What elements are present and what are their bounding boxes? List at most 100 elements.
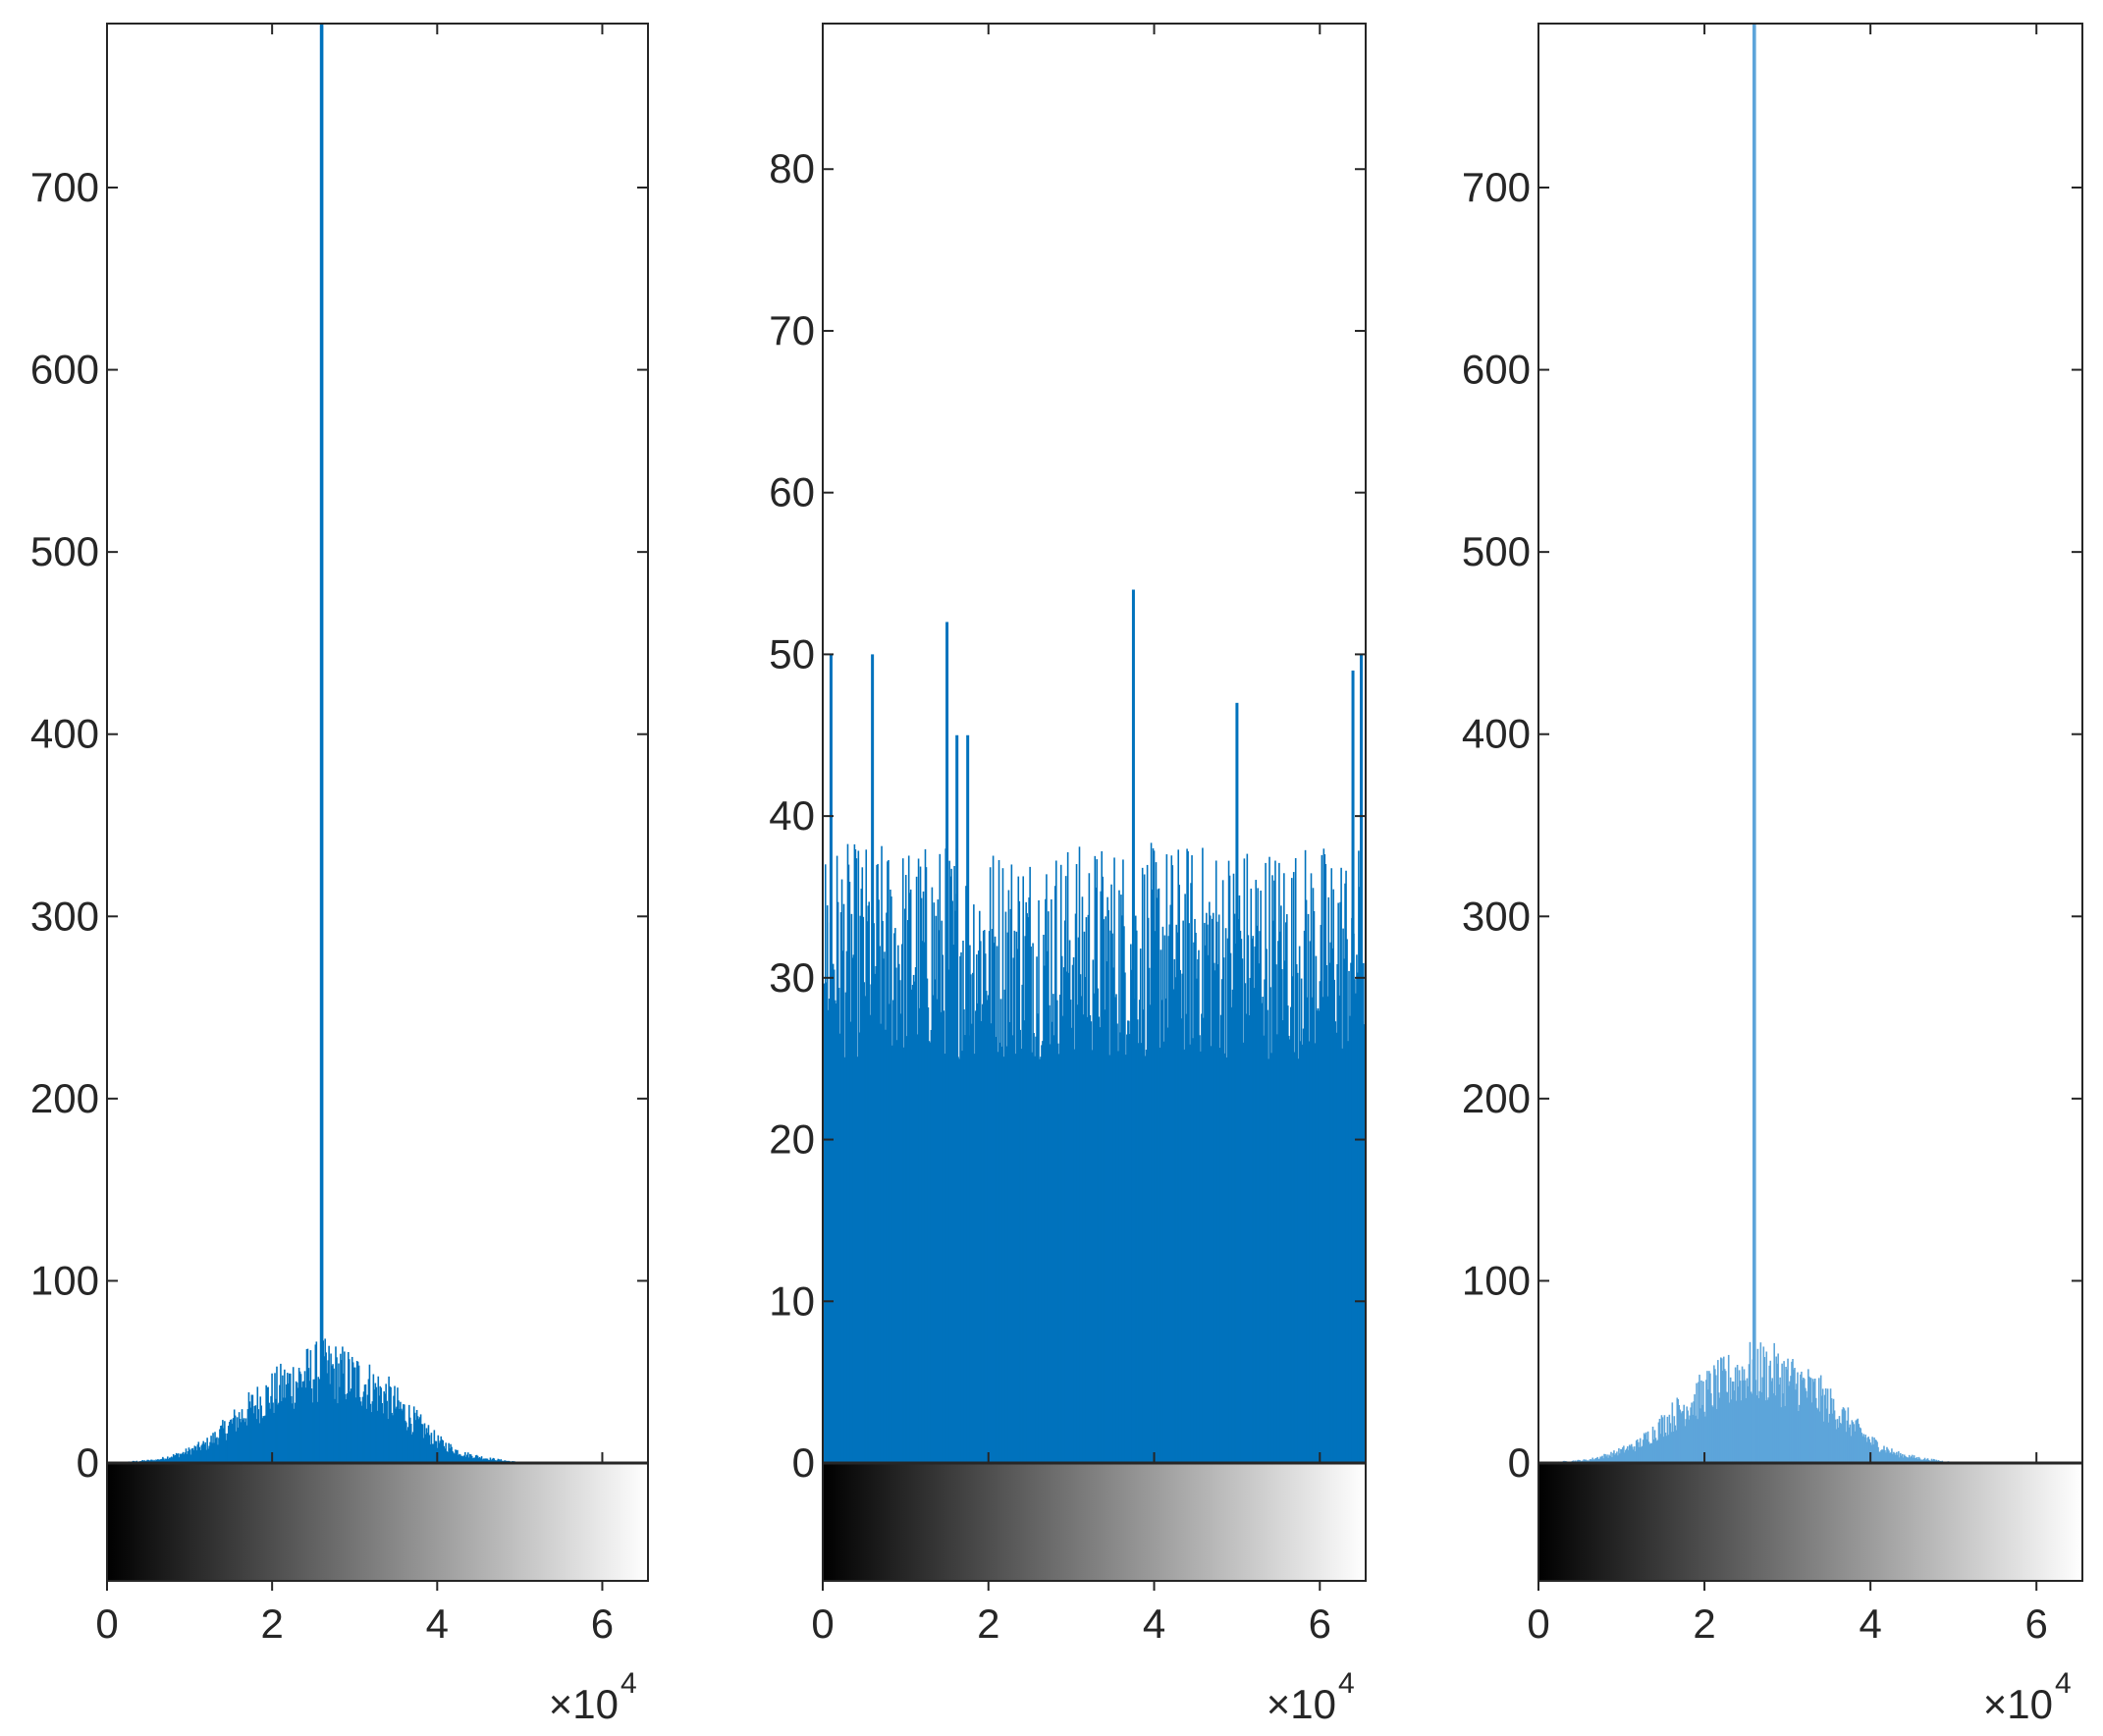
histogram-bar bbox=[458, 1454, 459, 1463]
histogram-bar bbox=[1121, 915, 1123, 1463]
histogram-bar bbox=[1297, 1058, 1300, 1463]
histogram-bar bbox=[195, 1450, 198, 1463]
histogram-bar bbox=[226, 1439, 228, 1463]
histogram-bar bbox=[356, 1361, 359, 1463]
histogram-bar bbox=[1057, 1054, 1060, 1463]
histogram-bar bbox=[432, 1443, 435, 1463]
histogram-bar bbox=[1739, 1381, 1742, 1463]
histogram-bar bbox=[1203, 1017, 1205, 1463]
histogram-bar bbox=[1009, 908, 1012, 1463]
histogram-bar bbox=[1233, 913, 1236, 1463]
histogram-bar bbox=[1649, 1442, 1652, 1463]
histogram-bar bbox=[394, 1385, 396, 1463]
histogram-bar bbox=[1001, 868, 1004, 1463]
histogram-bar bbox=[1183, 1049, 1185, 1463]
histogram-bar bbox=[200, 1445, 203, 1463]
histogram-bar bbox=[1219, 1014, 1222, 1463]
histogram-bar bbox=[1789, 1381, 1791, 1463]
histogram-bar bbox=[433, 1430, 436, 1463]
histogram-bar bbox=[1006, 932, 1009, 1463]
histogram-bar bbox=[857, 850, 860, 1463]
histogram-bar bbox=[888, 859, 890, 1463]
histogram-bar bbox=[1258, 963, 1260, 1463]
histogram-bar bbox=[1875, 1439, 1877, 1463]
histogram-bar bbox=[426, 1433, 429, 1463]
histogram-bar bbox=[163, 1458, 165, 1463]
histogram-bar bbox=[350, 1356, 353, 1463]
histogram-bar bbox=[1788, 1385, 1790, 1463]
histogram-bar bbox=[1735, 1400, 1738, 1463]
histogram-bar bbox=[1890, 1452, 1892, 1463]
histogram-bar bbox=[258, 1423, 261, 1463]
histogram-bar bbox=[1600, 1456, 1602, 1463]
histogram-bar bbox=[919, 866, 922, 1463]
histogram-bar bbox=[1194, 918, 1196, 1463]
histogram-bar bbox=[1755, 1395, 1758, 1463]
histogram-bar bbox=[1879, 1451, 1881, 1463]
histogram-bar bbox=[959, 955, 961, 1463]
histogram-bar bbox=[1161, 926, 1164, 1463]
histogram-bar bbox=[423, 1423, 426, 1463]
histogram-spike bbox=[1359, 654, 1363, 1463]
histogram-bar bbox=[1119, 1032, 1121, 1463]
histogram-bar bbox=[1599, 1456, 1601, 1463]
histogram-bar bbox=[1165, 854, 1168, 1463]
histogram-bar bbox=[385, 1383, 387, 1463]
histogram-bar bbox=[1894, 1452, 1896, 1463]
histogram-bar bbox=[230, 1419, 233, 1463]
histogram-bar bbox=[1167, 936, 1170, 1463]
histogram-bar bbox=[1058, 995, 1061, 1463]
histogram-bar bbox=[1102, 876, 1104, 1463]
histogram-bar bbox=[1686, 1406, 1688, 1463]
histogram-bar bbox=[189, 1449, 191, 1463]
histogram-bar bbox=[1190, 883, 1192, 1463]
histogram-bar bbox=[1724, 1371, 1727, 1463]
histogram-bar bbox=[280, 1363, 282, 1463]
histogram-bar bbox=[1261, 1003, 1263, 1463]
histogram-bar bbox=[1131, 969, 1133, 1463]
grayscale-colorbar bbox=[1537, 1462, 2083, 1582]
histogram-bar bbox=[248, 1401, 251, 1463]
histogram-bar bbox=[1325, 964, 1328, 1463]
histogram-bar bbox=[1768, 1365, 1771, 1463]
histogram-bar bbox=[1632, 1449, 1635, 1463]
histogram-bar bbox=[1226, 938, 1229, 1463]
histogram-bar bbox=[1130, 944, 1132, 1463]
histogram-bar bbox=[1024, 936, 1026, 1463]
histogram-bar bbox=[986, 1000, 989, 1463]
histogram-bar bbox=[963, 1008, 965, 1463]
histogram-bar bbox=[1318, 1010, 1321, 1463]
histogram-bar bbox=[147, 1459, 149, 1463]
histogram-bar bbox=[836, 901, 839, 1463]
histogram-bar bbox=[1346, 939, 1348, 1463]
histogram-bar bbox=[211, 1442, 213, 1463]
histogram-bar bbox=[1163, 935, 1166, 1463]
histogram-bar bbox=[900, 944, 903, 1463]
histogram-bar bbox=[456, 1450, 458, 1463]
histogram-bar bbox=[244, 1418, 247, 1463]
histogram-bar bbox=[291, 1403, 294, 1463]
histogram-bar bbox=[1134, 915, 1137, 1463]
histogram-bar bbox=[1815, 1407, 1818, 1463]
y-tick-label: 50 bbox=[769, 630, 815, 677]
histogram-bar bbox=[1267, 1009, 1268, 1463]
histogram-bar bbox=[265, 1384, 267, 1463]
histogram-bar bbox=[1886, 1446, 1888, 1463]
histogram-bar bbox=[1327, 896, 1330, 1463]
histogram-bar bbox=[1885, 1452, 1887, 1463]
histogram-bar bbox=[1795, 1389, 1797, 1463]
histogram-bar bbox=[1868, 1438, 1870, 1463]
histogram-bar bbox=[450, 1443, 452, 1463]
histogram-bar bbox=[1332, 889, 1335, 1463]
histogram-bar bbox=[1705, 1380, 1707, 1463]
histogram-bar bbox=[1817, 1378, 1820, 1463]
histogram-bar bbox=[1060, 955, 1063, 1463]
histogram-bar bbox=[1932, 1458, 1935, 1463]
histogram-bar bbox=[367, 1379, 370, 1463]
histogram-bar bbox=[1363, 962, 1365, 1463]
histogram-bar bbox=[429, 1443, 432, 1463]
histogram-bar bbox=[918, 1007, 921, 1463]
histogram-bar bbox=[1613, 1450, 1615, 1463]
histogram-bar bbox=[317, 1377, 320, 1463]
histogram-bar bbox=[994, 936, 997, 1463]
